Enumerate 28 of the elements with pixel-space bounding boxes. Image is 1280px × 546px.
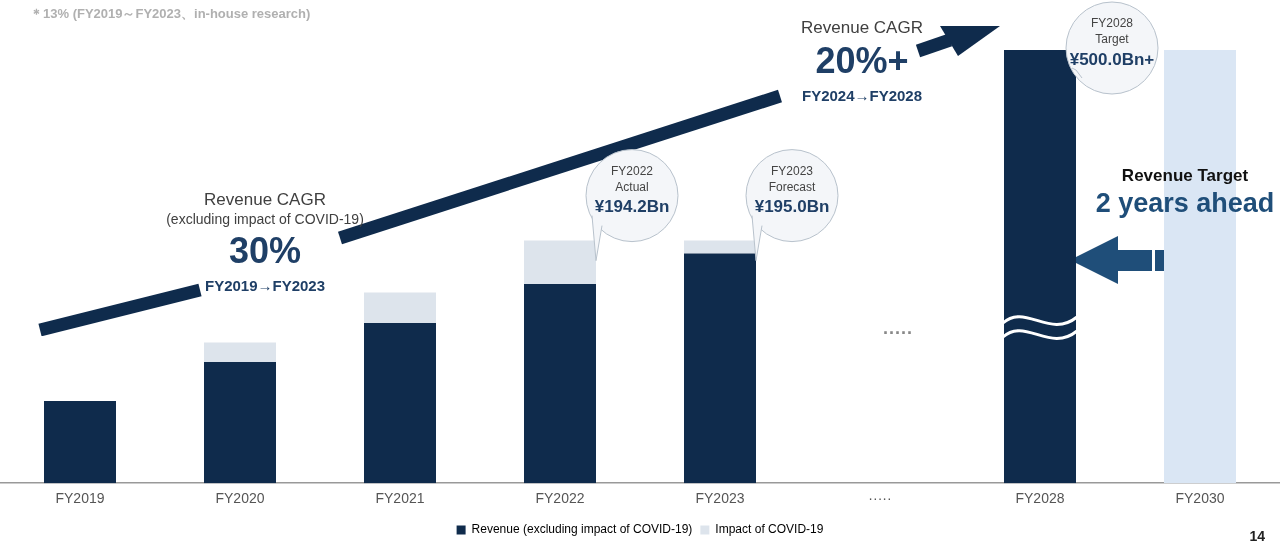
bar (44, 400, 116, 484)
bar (524, 240, 596, 284)
bar (364, 322, 436, 484)
annotation: FY2022 Actual ¥194.2Bn (594, 163, 670, 217)
legend-label: Revenue (excluding impact of COVID-19) (471, 522, 693, 537)
bar (684, 253, 756, 484)
bar (204, 342, 276, 362)
bar (364, 292, 436, 323)
annotation: Revenue CAGR 20%+ FY2024→FY2028 (801, 17, 923, 104)
bar (524, 283, 596, 484)
annotation: ····· (883, 322, 913, 343)
x-tick-label: FY2023 (695, 490, 745, 507)
annotation: Revenue Target 2 years ahead (1095, 165, 1275, 219)
annotation: Revenue CAGR (excluding impact of COVID-19) 30% FY2019→FY2023 (166, 189, 364, 295)
bar (684, 240, 756, 254)
bar (204, 361, 276, 484)
x-tick-label: FY2028 (1015, 490, 1065, 507)
annotation: FY2023 Forecast ¥195.0Bn (754, 163, 830, 217)
x-tick-label: FY2030 (1175, 490, 1225, 507)
x-tick-label: ····· (868, 490, 892, 507)
legend-label: Impact of COVID-19 (715, 522, 824, 537)
x-tick-label: FY2021 (375, 490, 425, 507)
annotation: FY2028 Target ¥500.0Bn+ (1069, 16, 1155, 69)
x-tick-label: FY2020 (215, 490, 265, 507)
text: 14 (1249, 527, 1266, 544)
x-tick-label: FY2022 (535, 490, 585, 507)
x-tick-label: FY2019 (55, 490, 105, 507)
text: ＊13% (FY2019～FY2023、in-house research) (30, 5, 311, 21)
